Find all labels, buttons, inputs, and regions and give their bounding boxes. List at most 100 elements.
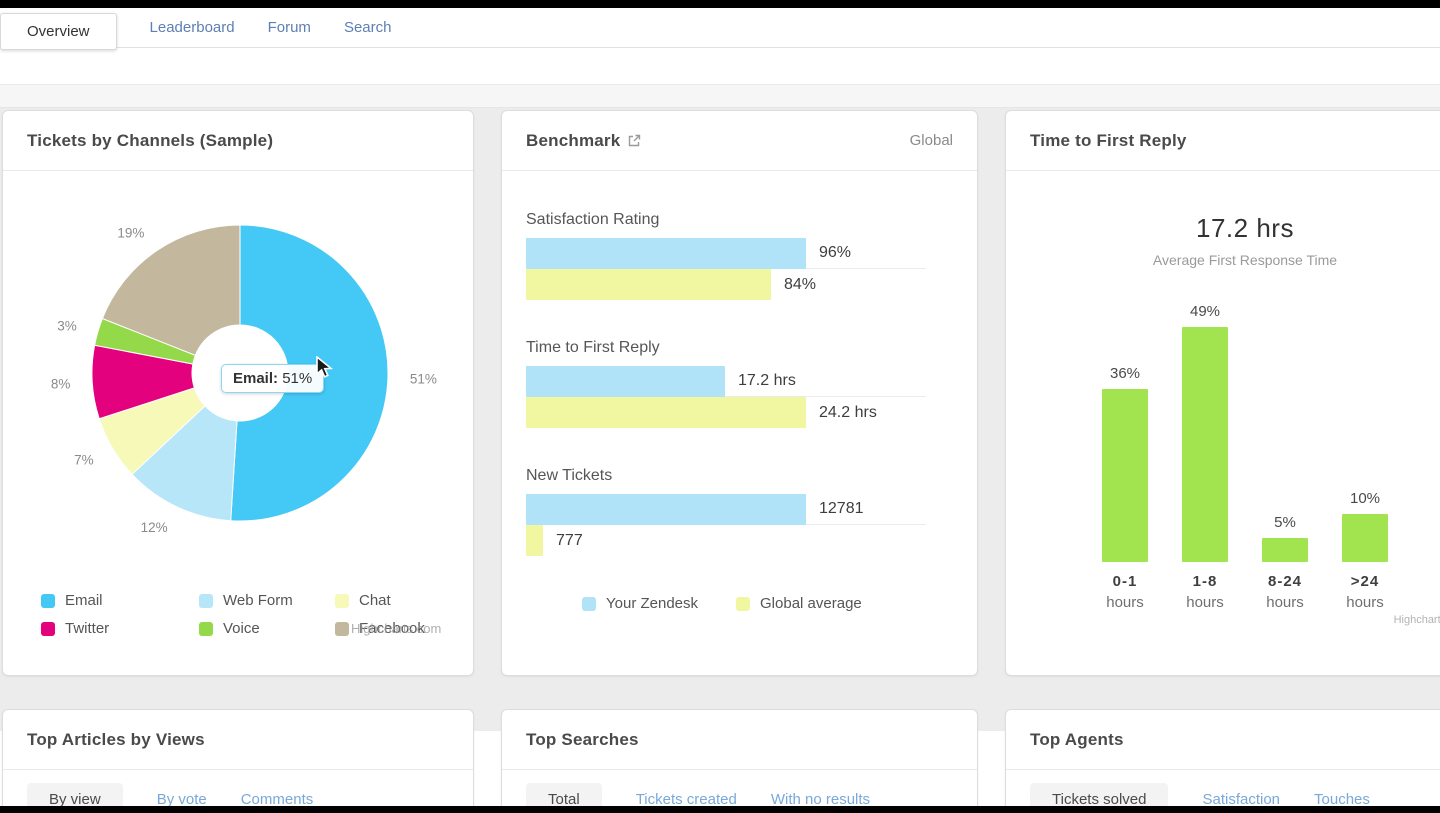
tab-comments[interactable]: Comments: [240, 791, 314, 808]
category-label-8-24-hours: 8-24 hours: [1262, 572, 1308, 613]
legend-swatch-voice: [199, 621, 213, 636]
legend-swatch-your-zendesk: [582, 596, 596, 611]
card-tickets-by-channels: Tickets by Channels (Sample) 51% 12% 7% 8% 3…: [2, 110, 474, 676]
nav-tab-overview[interactable]: Overview: [0, 13, 117, 50]
benchmark-group-plot: 96% 84%: [526, 237, 926, 300]
first-reply-chart: 17.2 hrs Average First Response Time 36%…: [1006, 213, 1440, 626]
letterbox-bottom: [0, 806, 1440, 813]
legend-item-facebook[interactable]: Facebook Highcharts.com: [335, 620, 473, 637]
legend-item-chat[interactable]: Chat: [335, 592, 473, 609]
benchmark-groups: Satisfaction Rating 96% 84% Time to First R…: [526, 211, 953, 556]
nav-tabs: Overview Leaderboard Forum Search: [0, 9, 392, 50]
column-value-label: 36%: [1109, 365, 1141, 383]
benchmark-group-label: Satisfaction Rating: [526, 211, 660, 228]
benchmark-bar-your-zendesk[interactable]: [526, 237, 806, 269]
letterbox-top: [0, 0, 1440, 8]
reply-column-0-1-hours: 36%: [1102, 365, 1148, 563]
donut-slice-web-form[interactable]: [131, 405, 238, 522]
legend-label: Your Zendesk: [606, 595, 699, 612]
benchmark-bar-row-your-zendesk: 17.2 hrs: [526, 365, 926, 397]
legend-label: Email: [65, 592, 103, 609]
external-link-icon[interactable]: [628, 134, 641, 147]
benchmark-group-satisfaction-rating: Satisfaction Rating 96% 84%: [526, 211, 953, 300]
card-header: Top Searches: [502, 710, 977, 770]
card-title: Tickets by Channels (Sample): [27, 130, 274, 150]
category-range: 8-24: [1267, 573, 1303, 591]
column-bar[interactable]: [1182, 327, 1228, 563]
card-title: Top Searches: [526, 729, 639, 749]
legend-swatch-email: [41, 593, 55, 608]
benchmark-bar-global-average[interactable]: [526, 525, 544, 556]
tab-by-vote[interactable]: By vote: [156, 791, 207, 808]
column-bar[interactable]: [1102, 389, 1148, 563]
card-top-articles: Top Articles by Views By view By vote Comm…: [2, 709, 474, 813]
tooltip-series-label: Email:: [233, 370, 279, 387]
benchmark-group-plot: 17.2 hrs 24.2 hrs: [526, 365, 926, 428]
benchmark-bar-row-global-average: 777: [526, 525, 926, 556]
top-nav: Overview Leaderboard Forum Search: [0, 8, 1440, 50]
nav-gap: [0, 48, 1440, 84]
nav-tab-search[interactable]: Search: [343, 19, 392, 36]
column-value-label: 10%: [1349, 490, 1381, 508]
tab-tickets-created[interactable]: Tickets created: [635, 791, 737, 808]
legend-item-web-form[interactable]: Web Form: [199, 592, 335, 609]
legend-item-voice[interactable]: Voice: [199, 620, 335, 637]
category-label-1-8-hours: 1-8 hours: [1182, 572, 1228, 613]
benchmark-group-time-to-first-reply: Time to First Reply 17.2 hrs 24.2 hrs: [526, 339, 953, 428]
category-unit: hours: [1106, 593, 1144, 611]
benchmark-bar-value: 96%: [819, 244, 852, 261]
legend-item-twitter[interactable]: Twitter: [41, 620, 199, 637]
donut-slice-percent-label: 7%: [74, 453, 94, 468]
card-header: Benchmark Global: [502, 111, 977, 171]
tab-satisfaction[interactable]: Satisfaction: [1202, 791, 1281, 808]
benchmark-title-text: Benchmark: [526, 130, 621, 150]
nav-tab-forum[interactable]: Forum: [267, 19, 311, 36]
card-header: Top Articles by Views: [3, 710, 473, 770]
benchmark-bar-global-average[interactable]: [526, 397, 806, 428]
category-label--24-hours: >24 hours: [1342, 572, 1388, 613]
legend-swatch-web-form: [199, 593, 213, 608]
legend-label: Voice: [223, 620, 260, 637]
dashboard-content: Tickets by Channels (Sample) 51% 12% 7% 8% 3…: [0, 108, 1440, 813]
benchmark-bar-value: 24.2 hrs: [819, 403, 877, 421]
legend-swatch-chat: [335, 593, 349, 608]
category-unit: hours: [1346, 593, 1384, 611]
reply-column--24-hours: 10%: [1342, 490, 1388, 563]
benchmark-bar-your-zendesk[interactable]: [526, 365, 725, 397]
category-range: 1-8: [1192, 573, 1218, 591]
benchmark-bar-row-your-zendesk: 96%: [526, 237, 926, 269]
tab-with-no-results[interactable]: With no results: [770, 791, 871, 808]
benchmark-bar-value: 12781: [819, 500, 864, 517]
tab-touches[interactable]: Touches: [1314, 791, 1370, 808]
category-unit: hours: [1186, 593, 1224, 611]
chart-tooltip: Email: 51%: [221, 364, 325, 393]
legend-label: Web Form: [223, 592, 293, 609]
tooltip-value: 51%: [282, 370, 313, 387]
benchmark-scope-label: Global: [909, 132, 953, 149]
column-bar[interactable]: [1262, 538, 1308, 563]
legend-item-global-average[interactable]: Global average: [736, 595, 862, 612]
legend-label: Global average: [760, 595, 862, 612]
benchmark-group-plot: 12781 777: [526, 493, 926, 556]
legend-item-email[interactable]: Email: [41, 592, 199, 609]
benchmark-bar-global-average[interactable]: [526, 269, 771, 300]
card-header: Tickets by Channels (Sample): [3, 111, 473, 171]
column-value-label: 5%: [1274, 514, 1296, 532]
average-first-response-value: 17.2 hrs: [1196, 213, 1294, 243]
category-unit: hours: [1266, 593, 1304, 611]
benchmark-bar-your-zendesk[interactable]: [526, 493, 806, 525]
card-title: Benchmark: [526, 131, 641, 151]
benchmark-chart: Satisfaction Rating 96% 84% Time to First R…: [502, 171, 977, 636]
donut-slice-facebook[interactable]: [101, 224, 241, 356]
benchmark-bar-value: 777: [556, 531, 583, 549]
column-bar[interactable]: [1342, 514, 1388, 563]
benchmark-group-label: New Tickets: [526, 467, 613, 484]
benchmark-group-label: Time to First Reply: [526, 339, 660, 356]
nav-tab-leaderboard[interactable]: Leaderboard: [149, 19, 235, 36]
card-header: Time to First Reply: [1006, 111, 1440, 171]
channels-legend: Email Web Form Chat Twitter Voice Facebook Hig…: [41, 592, 473, 637]
card-top-agents: Top Agents Tickets solved Satisfaction Tou…: [1005, 709, 1440, 813]
legend-item-your-zendesk[interactable]: Your Zendesk: [582, 595, 698, 612]
legend-swatch-twitter: [41, 621, 55, 636]
benchmark-bar-row-global-average: 84%: [526, 269, 926, 300]
